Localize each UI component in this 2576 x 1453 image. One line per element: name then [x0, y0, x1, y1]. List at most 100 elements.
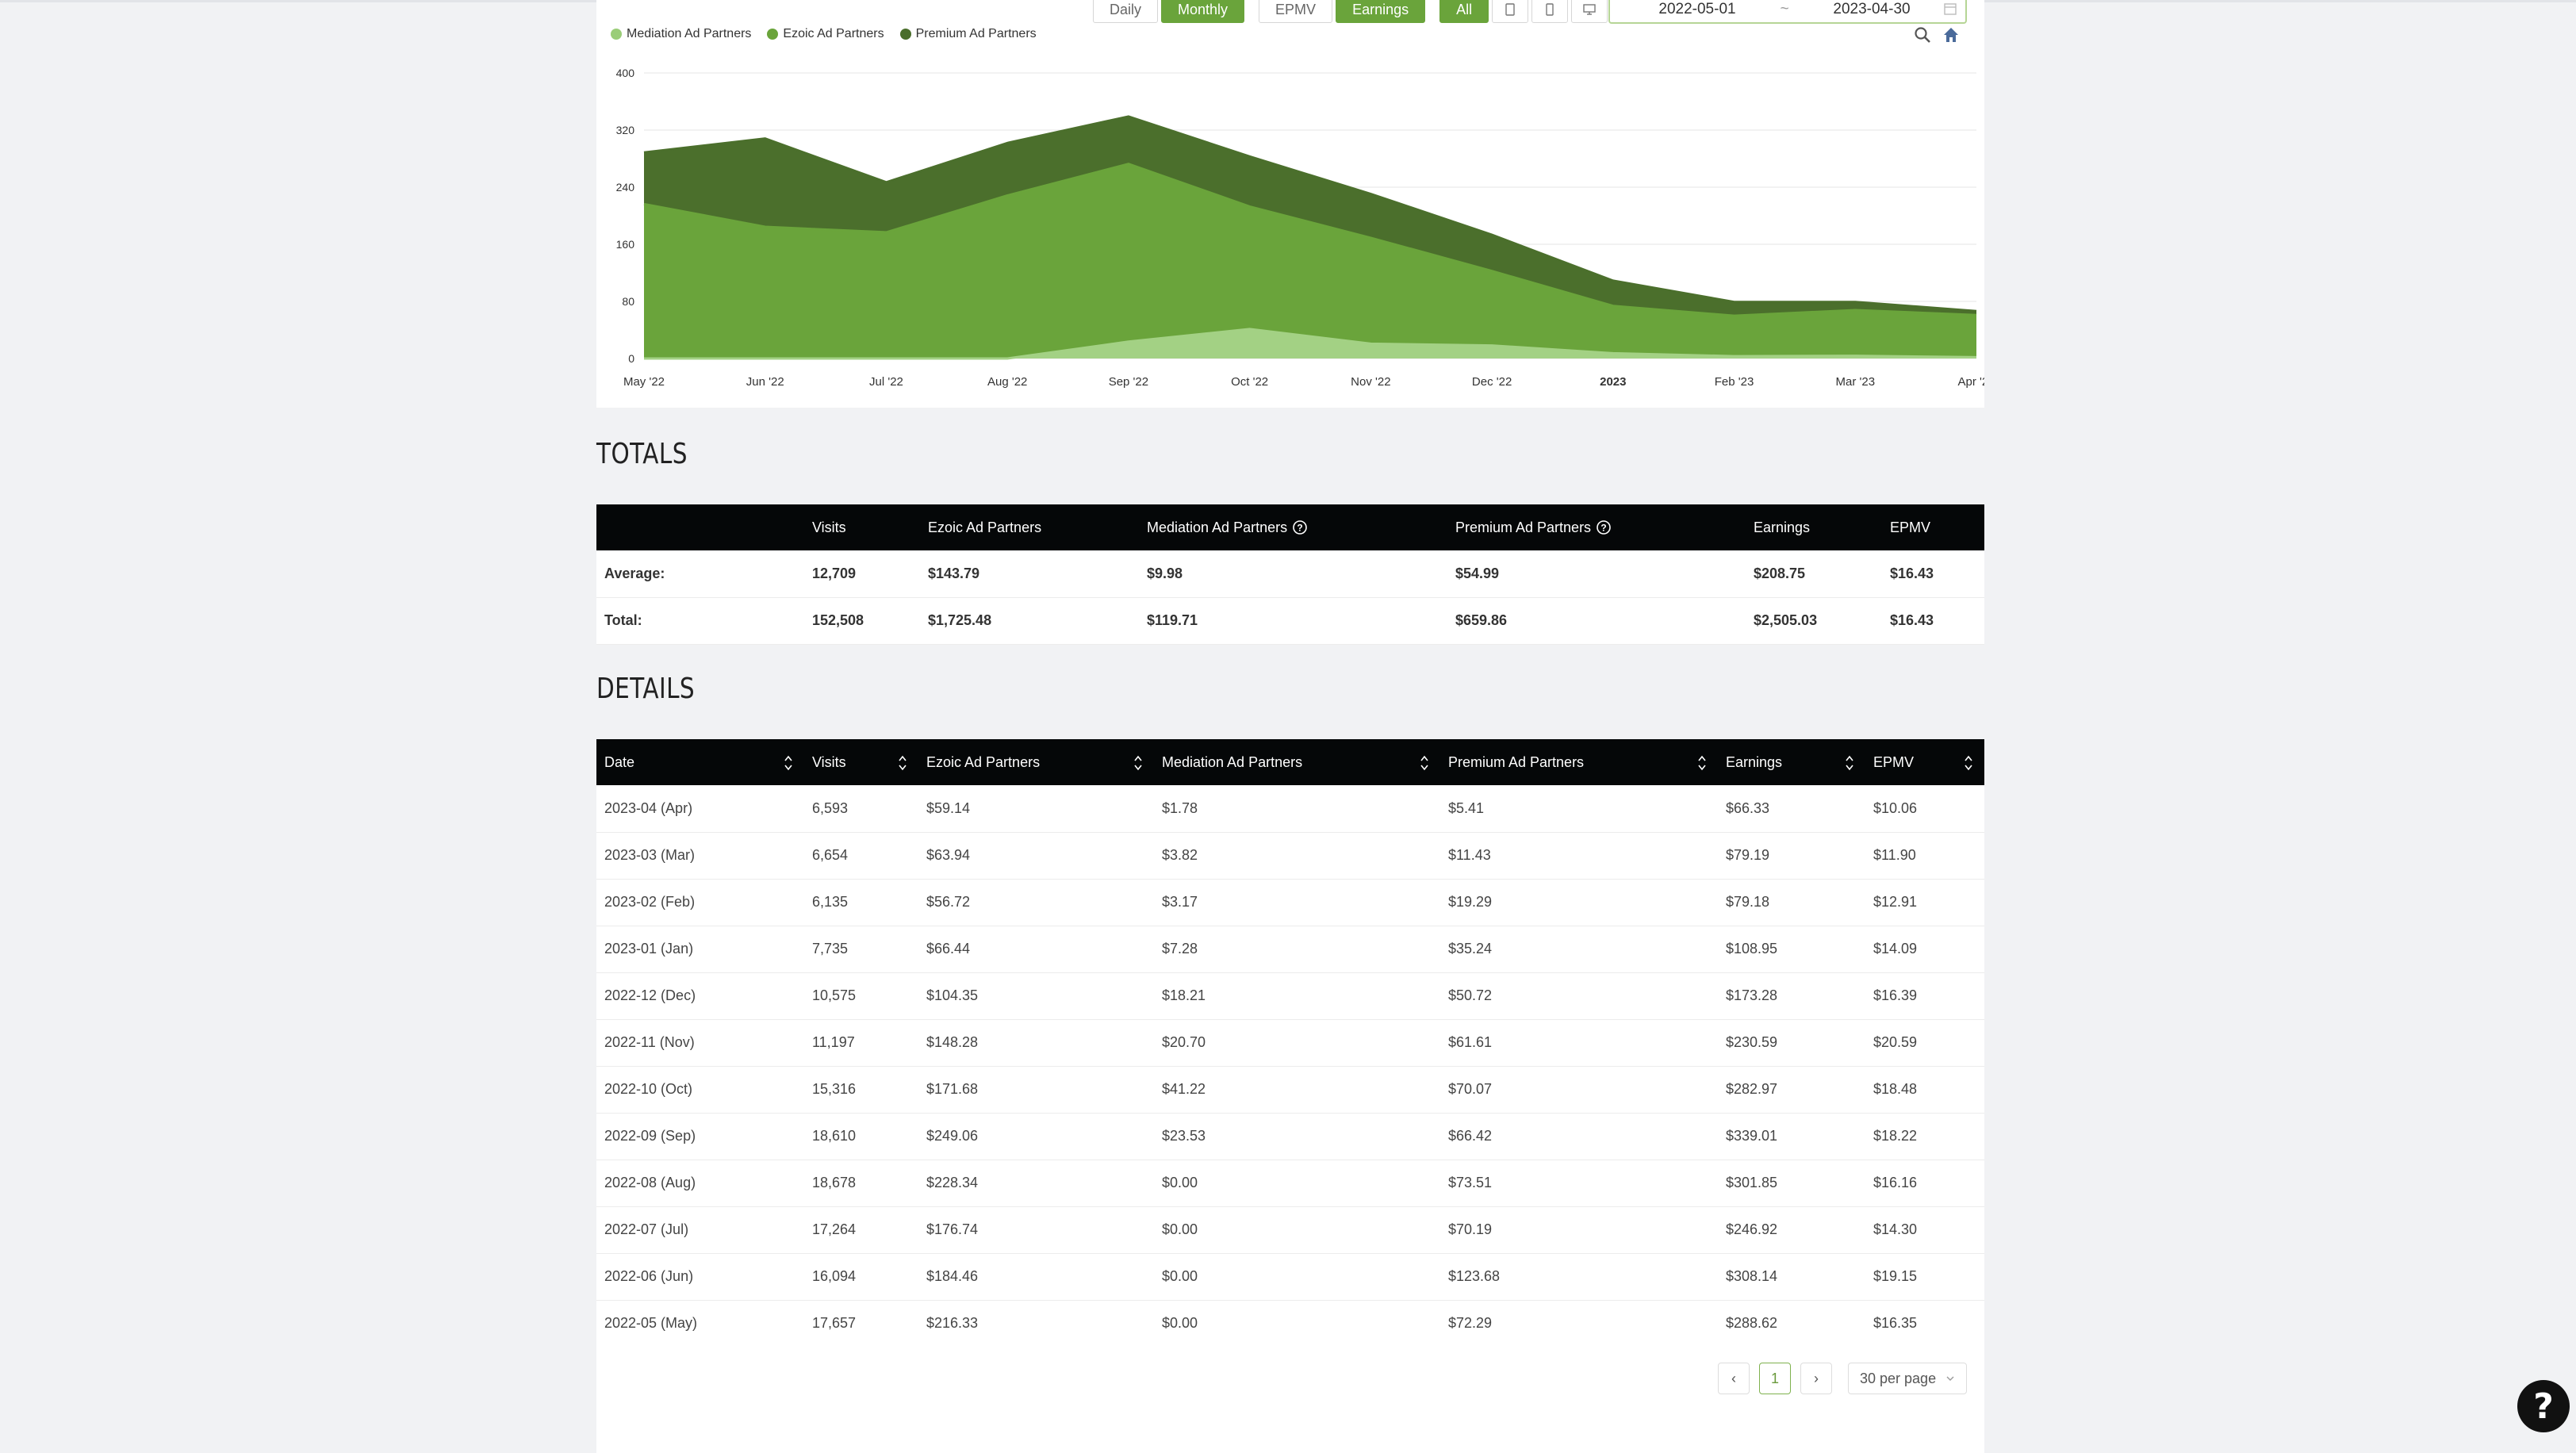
table-cell: $216.33	[918, 1300, 1154, 1348]
per-page-select[interactable]: 30 per page	[1848, 1363, 1967, 1394]
sort-icon[interactable]	[1420, 753, 1429, 773]
mobile-button[interactable]	[1531, 0, 1569, 23]
table-row: 2022-06 (Jun) 16,094 $184.46 $0.00 $123.68 $3…	[596, 1253, 1984, 1301]
details-column-header[interactable]: Visits	[804, 739, 918, 785]
calendar-icon[interactable]	[1943, 2, 1957, 16]
table-cell: $35.24	[1440, 926, 1718, 973]
table-cell: $7.28	[1154, 926, 1440, 973]
desktop-icon	[1583, 4, 1596, 15]
earnings-button[interactable]: Earnings	[1336, 0, 1426, 23]
table-cell: $230.59	[1718, 1019, 1865, 1067]
table-cell: $16.16	[1865, 1160, 1984, 1207]
details-column-header[interactable]: Mediation Ad Partners	[1154, 739, 1440, 785]
chevron-down-icon	[1946, 1376, 1954, 1381]
table-cell: $246.92	[1718, 1206, 1865, 1254]
table-cell: $308.14	[1718, 1253, 1865, 1301]
totals-cell: $1,725.48	[920, 597, 1139, 645]
sort-icon[interactable]	[898, 753, 907, 773]
table-cell: 15,316	[804, 1066, 918, 1114]
table-cell: $1.78	[1154, 785, 1440, 833]
details-column-header[interactable]: Ezoic Ad Partners	[918, 739, 1154, 785]
table-row: 2022-12 (Dec) 10,575 $104.35 $18.21 $50.72 $1…	[596, 972, 1984, 1020]
legend-item-premium[interactable]: Premium Ad Partners	[899, 27, 1037, 41]
table-cell: $171.68	[918, 1066, 1154, 1114]
table-cell: $11.43	[1440, 832, 1718, 880]
table-row: 2023-02 (Feb) 6,135 $56.72 $3.17 $19.29 $79.1…	[596, 879, 1984, 926]
svg-text:?: ?	[1600, 522, 1606, 533]
totals-cell: $16.43	[1882, 550, 1984, 598]
table-cell: 17,657	[804, 1300, 918, 1348]
table-cell: 6,654	[804, 832, 918, 880]
table-cell: 2023-02 (Feb)	[596, 879, 804, 926]
help-circle-icon[interactable]: ?	[1596, 519, 1612, 535]
table-cell: $104.35	[918, 972, 1154, 1020]
x-tick-label: Jun '22	[746, 375, 784, 389]
help-button[interactable]: ?	[2517, 1380, 2570, 1432]
date-start[interactable]: 2022-05-01	[1658, 1, 1736, 17]
details-column-header[interactable]: EPMV	[1865, 739, 1984, 785]
pagination: ‹ 1 › 30 per page	[1718, 1363, 1967, 1394]
table-cell: $228.34	[918, 1160, 1154, 1207]
table-cell: 18,610	[804, 1113, 918, 1160]
table-cell: $18.22	[1865, 1113, 1984, 1160]
table-cell: 2022-06 (Jun)	[596, 1253, 804, 1301]
daily-button[interactable]: Daily	[1093, 0, 1159, 23]
table-cell: $63.94	[918, 832, 1154, 880]
tablet-button[interactable]	[1492, 0, 1529, 23]
totals-cell: $119.71	[1139, 597, 1447, 645]
details-column-header[interactable]: Earnings	[1718, 739, 1865, 785]
legend-item-mediation[interactable]: Mediation Ad Partners	[611, 27, 751, 41]
legend-swatch	[611, 29, 622, 40]
date-range-picker[interactable]: 2022-05-01 ~ 2023-04-30	[1608, 0, 1967, 24]
table-cell: 6,593	[804, 785, 918, 833]
details-table: Date Visits Ezoic Ad Partners Mediation Ad …	[596, 739, 1984, 1348]
details-column-header[interactable]: Premium Ad Partners	[1440, 739, 1718, 785]
epmv-button[interactable]: EPMV	[1259, 0, 1333, 23]
table-cell: $41.22	[1154, 1066, 1440, 1114]
totals-cell: $9.98	[1139, 550, 1447, 598]
table-cell: $3.17	[1154, 879, 1440, 926]
monthly-button[interactable]: Monthly	[1161, 0, 1245, 23]
prev-page-button[interactable]: ‹	[1718, 1363, 1750, 1394]
totals-title: TOTALS	[596, 438, 688, 470]
sort-icon[interactable]	[1697, 753, 1707, 773]
totals-header-row: Visits Ezoic Ad Partners Mediation Ad Pa…	[596, 504, 1984, 550]
series-line	[643, 115, 1977, 312]
table-cell: $70.19	[1440, 1206, 1718, 1254]
sort-icon[interactable]	[784, 753, 793, 773]
table-cell: $282.97	[1718, 1066, 1865, 1114]
chart-tools	[1913, 25, 1961, 44]
totals-cell: Total:	[596, 597, 804, 645]
table-cell: 11,197	[804, 1019, 918, 1067]
totals-header: Visits	[804, 504, 920, 550]
table-cell: $18.21	[1154, 972, 1440, 1020]
details-column-header[interactable]: Date	[596, 739, 804, 785]
desktop-button[interactable]	[1571, 0, 1608, 23]
sort-icon[interactable]	[1845, 753, 1854, 773]
table-cell: $14.09	[1865, 926, 1984, 973]
table-cell: $18.48	[1865, 1066, 1984, 1114]
table-cell: $20.59	[1865, 1019, 1984, 1067]
table-cell: $56.72	[918, 879, 1154, 926]
table-cell: 2022-05 (May)	[596, 1300, 804, 1348]
help-circle-icon[interactable]: ?	[1292, 519, 1308, 535]
legend-label: Mediation Ad Partners	[627, 27, 752, 40]
table-cell: $12.91	[1865, 879, 1984, 926]
series-line	[643, 163, 1977, 317]
table-row: 2022-11 (Nov) 11,197 $148.28 $20.70 $61.61 $2…	[596, 1019, 1984, 1067]
totals-cell: $659.86	[1447, 597, 1746, 645]
home-icon[interactable]	[1942, 25, 1961, 44]
table-cell: 6,135	[804, 879, 918, 926]
legend-item-ezoic[interactable]: Ezoic Ad Partners	[767, 27, 884, 41]
zoom-icon[interactable]	[1913, 25, 1932, 44]
earnings-area-chart: 0 80 160 240 320 400 May '22 Jun '22 Jul '22 Aug …	[616, 67, 1984, 389]
page-1-button[interactable]: 1	[1759, 1363, 1791, 1394]
table-cell: $23.53	[1154, 1113, 1440, 1160]
all-devices-button[interactable]: All	[1439, 0, 1489, 23]
table-cell: $50.72	[1440, 972, 1718, 1020]
sort-icon[interactable]	[1964, 753, 1973, 773]
date-end[interactable]: 2023-04-30	[1833, 1, 1911, 17]
x-tick-label: Feb '23	[1715, 375, 1754, 389]
sort-icon[interactable]	[1133, 753, 1143, 773]
next-page-button[interactable]: ›	[1800, 1363, 1832, 1394]
